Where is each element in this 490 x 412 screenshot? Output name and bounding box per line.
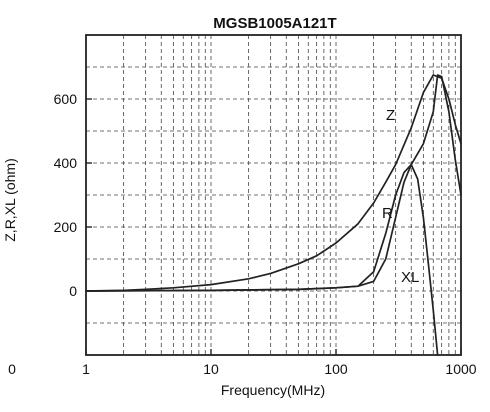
labels-layer: 1 10 100 1000 0 200 400 600 Z R XL (54, 91, 477, 377)
x-tick-label: 1 (82, 361, 90, 377)
y-tick-label: 0 (69, 283, 77, 299)
series-layer (85, 74, 462, 356)
y-tick-label: 200 (54, 219, 78, 235)
series-label-xl: XL (401, 269, 419, 286)
series-label-z: Z (386, 107, 395, 124)
y-tick-label: 600 (54, 91, 78, 107)
stray-zero-label: 0 (8, 361, 16, 377)
series-label-r: R (382, 205, 393, 222)
y-axis-label: Z,R,XL (ohm) (2, 158, 18, 242)
y-tick-label: 400 (54, 155, 78, 171)
x-tick-label: 1000 (445, 361, 476, 377)
chart-title: MGSB1005A121T (213, 15, 336, 32)
x-axis-label: Frequency(MHz) (221, 382, 325, 398)
series-line-xl (85, 163, 439, 356)
series-line-z (85, 74, 462, 292)
x-tick-label: 10 (203, 361, 219, 377)
x-tick-label: 100 (324, 361, 348, 377)
